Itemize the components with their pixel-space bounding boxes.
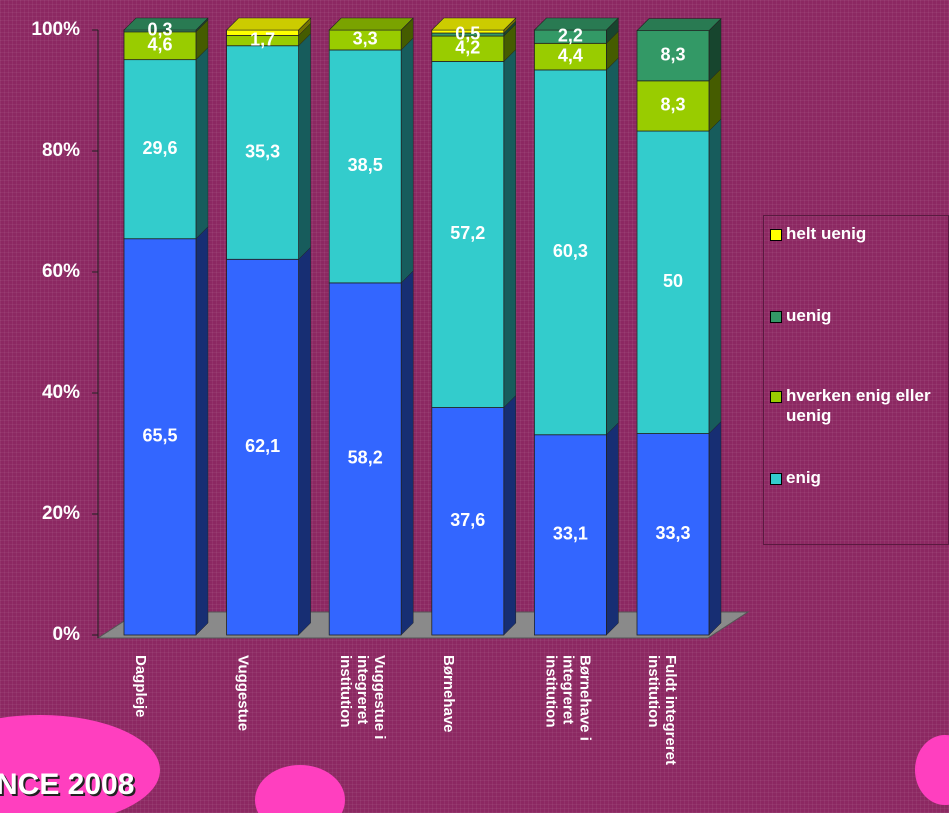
legend-swatch [770, 473, 782, 485]
legend-swatch [770, 311, 782, 323]
y-tick-label: 100% [31, 19, 80, 40]
y-tick-label: 20% [42, 503, 80, 524]
bar-side [504, 49, 516, 407]
legend-item: uenig [786, 306, 936, 326]
value-label: 38,5 [348, 155, 383, 175]
legend: helt uenig uenig hverken enig eller uenig e… [763, 215, 949, 545]
value-label: 3,3 [353, 29, 378, 49]
y-tick-label: 60% [42, 261, 80, 282]
bar-side [606, 58, 618, 435]
value-label: 62,1 [245, 436, 280, 456]
legend-item: hverken enig eller uenig [786, 386, 936, 426]
x-tick-label: Fuldt integreret institution [645, 655, 679, 795]
value-label: 0,5 [455, 23, 480, 43]
background-text: NCE 2008 [0, 768, 134, 802]
x-tick-label: Vuggestue i integreret institution [337, 655, 388, 795]
legend-label: enig [786, 468, 936, 488]
x-tick-label: Vuggestue [235, 655, 252, 795]
value-label: 8,3 [660, 95, 685, 115]
x-tick-label: Børnehave [440, 655, 457, 795]
y-tick-label: 40% [42, 382, 80, 403]
bar-side [709, 119, 721, 434]
legend-swatch [770, 391, 782, 403]
y-tick-label: 0% [53, 624, 81, 645]
value-label: 33,3 [655, 523, 690, 543]
value-label: 58,2 [348, 448, 383, 468]
value-label: 35,3 [245, 141, 280, 161]
value-label: 57,2 [450, 223, 485, 243]
bar-side [504, 396, 516, 635]
decor-cloud [255, 765, 345, 813]
decor-cloud [915, 735, 949, 805]
x-tick-label: Børnehave i integreret institution [542, 655, 593, 795]
bar-top [227, 18, 311, 30]
value-label: 50 [663, 271, 683, 291]
value-label: 37,6 [450, 510, 485, 530]
slide: 0%20%40%60%80%100%65,529,64,60,362,135,3… [0, 0, 949, 813]
bar-side [299, 247, 311, 635]
y-tick-label: 80% [42, 140, 80, 161]
value-label: 33,1 [553, 524, 588, 544]
value-label: 0,3 [147, 20, 172, 40]
legend-label: hverken enig eller uenig [786, 386, 936, 426]
x-tick-label: Dagpleje [132, 655, 149, 795]
legend-label: uenig [786, 306, 936, 326]
value-label: 4,4 [558, 45, 583, 65]
value-label: 1,7 [250, 29, 275, 49]
value-label: 60,3 [553, 241, 588, 261]
bar-side [401, 271, 413, 635]
legend-item: enig [786, 468, 936, 488]
value-label: 8,3 [660, 44, 685, 64]
bar-side [299, 34, 311, 260]
value-label: 29,6 [142, 138, 177, 158]
bar-side [606, 423, 618, 635]
value-label: 2,2 [558, 25, 583, 45]
bar-side [709, 422, 721, 635]
legend-label: helt uenig [786, 224, 936, 244]
bar-side [401, 38, 413, 283]
bar-side [196, 227, 208, 635]
legend-item: helt uenig [786, 224, 936, 244]
value-label: 65,5 [142, 426, 177, 446]
bar-top [637, 19, 721, 31]
legend-swatch [770, 229, 782, 241]
bar-side [196, 48, 208, 239]
